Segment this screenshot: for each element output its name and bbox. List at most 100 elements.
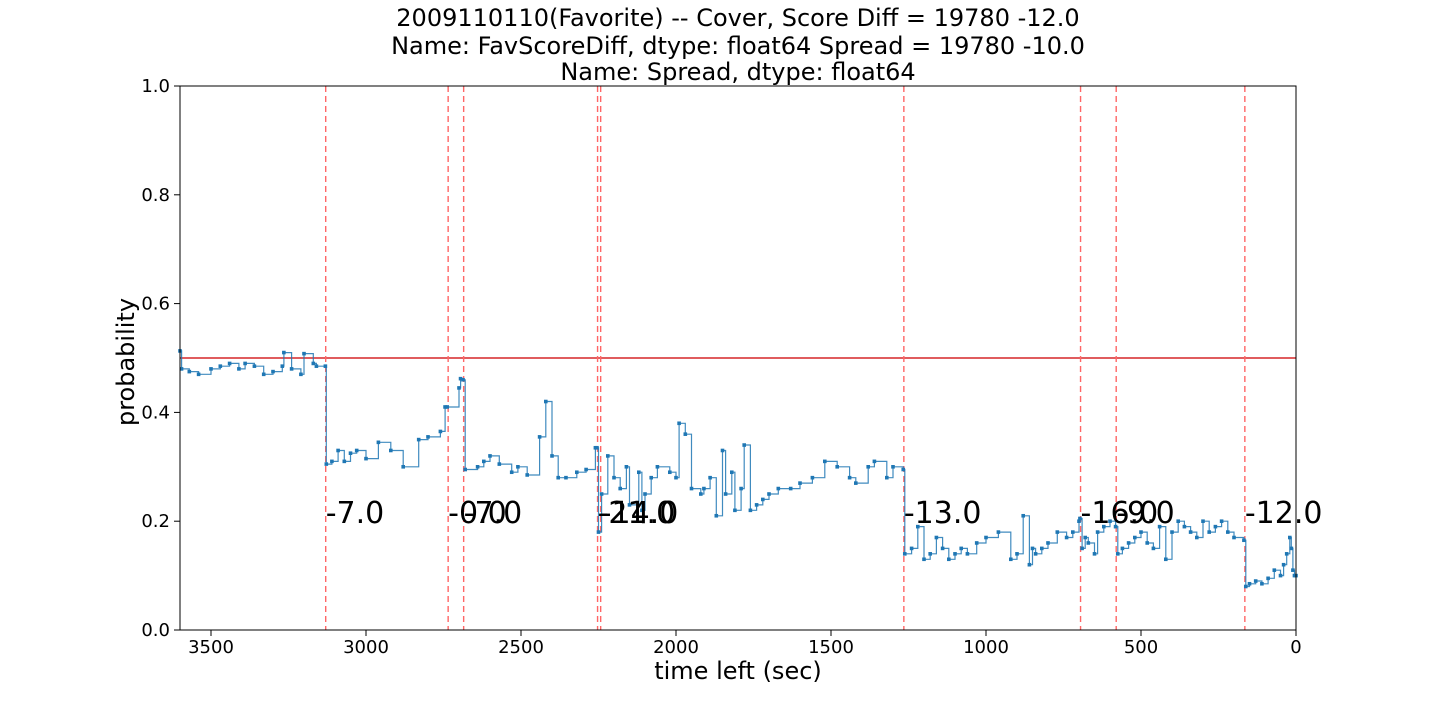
data-point xyxy=(218,364,223,368)
x-tick-label: 1000 xyxy=(963,637,1009,658)
data-point xyxy=(364,456,368,461)
data-point xyxy=(643,492,647,496)
data-point xyxy=(443,405,447,409)
data-point xyxy=(699,492,703,496)
data-point xyxy=(798,481,802,485)
data-point xyxy=(1226,530,1230,534)
data-point xyxy=(928,552,932,556)
data-point xyxy=(1046,541,1050,545)
data-point xyxy=(314,364,319,368)
data-point xyxy=(271,369,275,374)
data-point xyxy=(730,470,734,475)
data-point xyxy=(323,364,328,368)
data-point xyxy=(637,470,641,475)
data-point xyxy=(1288,535,1292,540)
title-line-1: 2009110110(Favorite) -- Cover, Score Dif… xyxy=(396,4,1079,32)
data-point xyxy=(1157,524,1162,529)
data-point xyxy=(457,386,461,390)
data-point xyxy=(1145,541,1149,545)
data-point xyxy=(475,465,480,469)
data-point xyxy=(934,535,939,540)
data-point xyxy=(516,465,520,469)
data-point xyxy=(595,445,599,450)
data-point xyxy=(596,530,601,534)
data-point xyxy=(754,503,759,507)
x-tick-label: 2500 xyxy=(498,637,544,658)
data-point xyxy=(196,372,201,377)
data-point xyxy=(575,470,579,475)
data-point xyxy=(1139,530,1143,534)
data-point xyxy=(689,486,694,491)
data-point xyxy=(550,454,554,458)
data-point xyxy=(788,486,793,491)
data-point xyxy=(1086,541,1091,545)
data-point xyxy=(1108,519,1112,523)
event-label-4: -14.0 xyxy=(601,496,679,531)
data-point xyxy=(342,459,347,464)
data-point xyxy=(1115,552,1120,556)
data-point xyxy=(618,486,622,491)
data-point xyxy=(767,492,771,496)
y-axis-label: probability xyxy=(112,298,140,426)
data-point xyxy=(497,462,502,466)
data-point xyxy=(996,530,1001,534)
data-point xyxy=(209,367,213,371)
plot-frame xyxy=(179,85,1297,631)
y-tick-label: 0.4 xyxy=(141,402,170,423)
data-point xyxy=(810,475,815,480)
data-point xyxy=(1278,573,1283,578)
data-point xyxy=(389,448,393,453)
x-tick-label: 3500 xyxy=(188,637,234,658)
data-point xyxy=(1284,552,1289,556)
data-point xyxy=(556,475,560,480)
data-point xyxy=(376,440,381,445)
data-point xyxy=(336,448,340,453)
data-point xyxy=(1015,552,1019,556)
data-point xyxy=(584,467,588,472)
data-point xyxy=(1095,530,1100,534)
event-label-1: -0.0 xyxy=(448,496,507,531)
data-point xyxy=(509,470,514,475)
data-point xyxy=(1247,581,1252,586)
data-point xyxy=(776,486,781,491)
data-point xyxy=(959,546,963,551)
data-point xyxy=(1201,519,1205,523)
x-axis-label: time left (sec) xyxy=(654,657,822,685)
title-line-3: Name: Spread, dtype: float64 xyxy=(560,58,915,86)
data-point xyxy=(902,552,907,556)
data-point xyxy=(720,448,725,453)
data-point xyxy=(885,475,889,480)
data-point xyxy=(1232,535,1236,540)
data-point xyxy=(187,369,192,374)
data-point xyxy=(714,513,719,518)
data-point xyxy=(1021,513,1025,518)
data-point xyxy=(708,475,712,480)
data-point xyxy=(640,508,644,513)
data-point xyxy=(1071,530,1075,534)
data-point xyxy=(544,399,548,404)
data-point xyxy=(289,367,294,371)
data-point xyxy=(1120,546,1125,551)
data-point xyxy=(742,443,746,447)
event-label-3: -21.0 xyxy=(598,496,676,531)
data-point xyxy=(1182,524,1187,529)
data-point xyxy=(1080,546,1084,551)
y-tick-label: 0.6 xyxy=(141,294,170,315)
data-point xyxy=(1133,535,1137,540)
data-point xyxy=(1207,530,1211,534)
data-point xyxy=(748,508,753,513)
data-point xyxy=(723,492,728,496)
data-point xyxy=(1102,524,1106,529)
data-point xyxy=(1195,535,1199,540)
data-point xyxy=(835,465,839,469)
data-point xyxy=(227,361,232,366)
data-point xyxy=(461,377,465,382)
data-point xyxy=(1242,538,1246,543)
title-line-2: Name: FavScoreDiff, dtype: float64 Sprea… xyxy=(391,32,1085,60)
data-point xyxy=(649,475,653,480)
data-point xyxy=(311,361,316,366)
data-point xyxy=(482,459,486,464)
data-point xyxy=(1243,584,1248,589)
data-point xyxy=(872,459,877,464)
data-point xyxy=(1092,552,1097,556)
